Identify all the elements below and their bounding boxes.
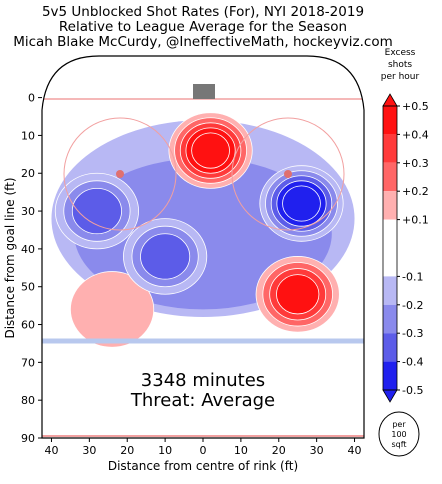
- colorbar-top-arrow: [382, 93, 398, 107]
- colorbar-bottom-arrow: [382, 389, 398, 403]
- y-tick-label: 40: [21, 243, 35, 256]
- x-tick-label: 40: [44, 444, 58, 457]
- chart-title-line-1: 5v5 Unblocked Shot Rates (For), NYI 2018…: [42, 4, 364, 20]
- y-tick-label: 70: [21, 356, 35, 369]
- unit-badge: [378, 411, 420, 457]
- x-tick-label: 20: [120, 444, 134, 457]
- y-tick-label: 60: [21, 319, 35, 332]
- x-axis-ticks: 40 30 20 10 0 10 20 30 40: [44, 438, 362, 457]
- x-tick-label: 30: [82, 444, 96, 457]
- y-tick-label: 30: [21, 205, 35, 218]
- colorbar-tick-label: +0.5: [402, 100, 429, 113]
- rink-plot-area: [42, 84, 364, 437]
- y-axis-ticks: 0 10 20 30 40 50 60 70 80 90: [21, 92, 42, 445]
- positive-contour-band: [191, 132, 230, 169]
- colorbar-tick-label: +0.2: [402, 185, 429, 198]
- y-tick-label: 20: [21, 167, 35, 180]
- colorbar-segment: [383, 106, 397, 135]
- colorbar-tick-label: +0.1: [402, 214, 429, 227]
- x-axis-label: Distance from centre of rink (ft): [108, 459, 298, 473]
- colorbar: +0.5 +0.4 +0.3 +0.2 +0.1 -0.1 -0.2 -0.3 -0.4 -0.5: [382, 93, 429, 403]
- y-axis-label: Distance from goal line (ft): [3, 177, 17, 338]
- x-tick-label: 10: [234, 444, 248, 457]
- colorbar-segment: [383, 304, 397, 334]
- colorbar-title-line-3: per hour: [381, 72, 420, 82]
- right-faceoff-dot: [284, 170, 292, 178]
- unit-badge-line-1: per: [392, 420, 406, 429]
- positive-contour-band: [70, 271, 155, 348]
- left-faceoff-dot: [116, 170, 124, 178]
- right-faceoff-circle: [231, 117, 345, 231]
- colorbar-tick-label: -0.3: [402, 327, 423, 340]
- rink-outline: [41, 55, 365, 439]
- x-tick-label: 20: [272, 444, 286, 457]
- y-tick-label: 80: [21, 394, 35, 407]
- negative-contour-band: [71, 187, 122, 235]
- colorbar-segment: [383, 219, 397, 277]
- unit-badge-line-3: sqft: [391, 440, 406, 449]
- colorbar-tick-label: -0.5: [402, 384, 423, 397]
- goal-net: [193, 84, 215, 99]
- contour-layer: [51, 112, 355, 348]
- x-tick-label: 40: [348, 444, 362, 457]
- positive-contour-band: [276, 274, 320, 315]
- unit-badge-line-2: 100: [391, 430, 406, 439]
- colorbar-title-line-2: shots: [388, 60, 412, 70]
- colorbar-tick-label: -0.2: [402, 299, 423, 312]
- chart-title-line-3: Micah Blake McCurdy, @IneffectiveMath, h…: [13, 34, 393, 50]
- left-faceoff-circle: [63, 117, 177, 231]
- negative-contour-band: [282, 185, 321, 222]
- colorbar-segment: [383, 333, 397, 362]
- y-tick-label: 10: [21, 129, 35, 142]
- y-tick-label: 50: [21, 281, 35, 294]
- minutes-annotation: 3348 minutes: [141, 370, 265, 391]
- x-tick-label: 10: [158, 444, 172, 457]
- colorbar-title-line-1: Excess: [385, 48, 416, 58]
- colorbar-tick-label: -0.1: [402, 270, 423, 283]
- colorbar-segment: [383, 361, 397, 390]
- negative-contour-band: [140, 233, 191, 280]
- x-tick-label: 30: [310, 444, 324, 457]
- threat-annotation: Threat: Average: [130, 390, 275, 411]
- colorbar-frame: [382, 105, 398, 391]
- colorbar-tick-label: +0.3: [402, 157, 429, 170]
- y-tick-label: 0: [28, 92, 35, 105]
- colorbar-tick-label: -0.4: [402, 356, 423, 369]
- colorbar-segment: [383, 162, 397, 192]
- colorbar-segment: [383, 191, 397, 220]
- y-tick-label: 90: [21, 432, 35, 445]
- chart-title-line-2: Relative to League Average for the Seaso…: [59, 19, 347, 35]
- colorbar-segment: [383, 276, 397, 305]
- colorbar-tick-label: +0.4: [402, 128, 429, 141]
- colorbar-segment: [383, 134, 397, 163]
- x-tick-label: 0: [200, 444, 207, 457]
